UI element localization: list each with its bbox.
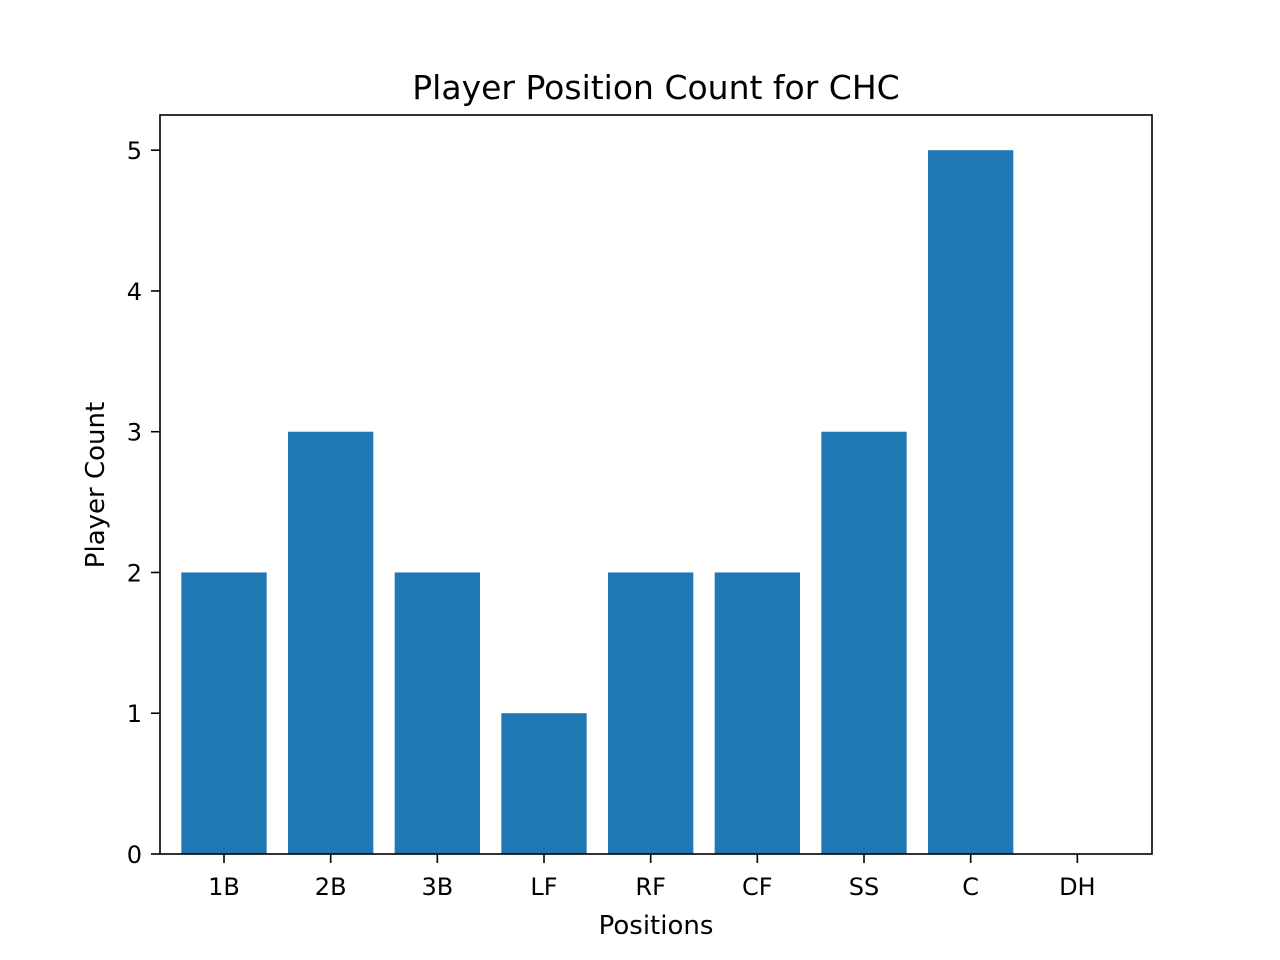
bar-C xyxy=(928,150,1014,854)
y-tick-label: 5 xyxy=(127,137,142,165)
bar-2B xyxy=(288,431,374,854)
x-tick-label: C xyxy=(962,873,979,901)
bar-SS xyxy=(821,431,907,854)
x-tick-label: SS xyxy=(849,873,879,901)
y-tick-label: 1 xyxy=(127,700,142,728)
bar-3B xyxy=(394,572,480,854)
plot-frame xyxy=(159,114,1153,855)
chart-title: Player Position Count for CHC xyxy=(412,68,899,107)
x-axis-ticks: 1B 2B 3B LF RF CF SS C DH xyxy=(208,854,1096,901)
y-axis-label: Player Count xyxy=(81,402,111,568)
x-tick-label: CF xyxy=(742,873,773,901)
x-tick-label: 1B xyxy=(208,873,240,901)
bar-LF xyxy=(501,713,587,854)
x-tick-label: RF xyxy=(635,873,665,901)
y-tick-label: 0 xyxy=(127,841,142,869)
y-tick-label: 3 xyxy=(127,419,142,447)
x-tick-label: 2B xyxy=(315,873,347,901)
bar-CF xyxy=(714,572,800,854)
x-tick-label: LF xyxy=(530,873,557,901)
x-tick-label: DH xyxy=(1059,873,1096,901)
y-axis-ticks: 0 1 2 3 4 5 xyxy=(127,137,160,869)
y-tick-label: 4 xyxy=(127,278,142,306)
bar-1B xyxy=(181,572,267,854)
x-tick-label: 3B xyxy=(421,873,453,901)
bars-group xyxy=(181,150,1014,854)
bar-RF xyxy=(608,572,694,854)
y-tick-label: 2 xyxy=(127,559,142,587)
x-axis-label: Positions xyxy=(599,911,714,941)
